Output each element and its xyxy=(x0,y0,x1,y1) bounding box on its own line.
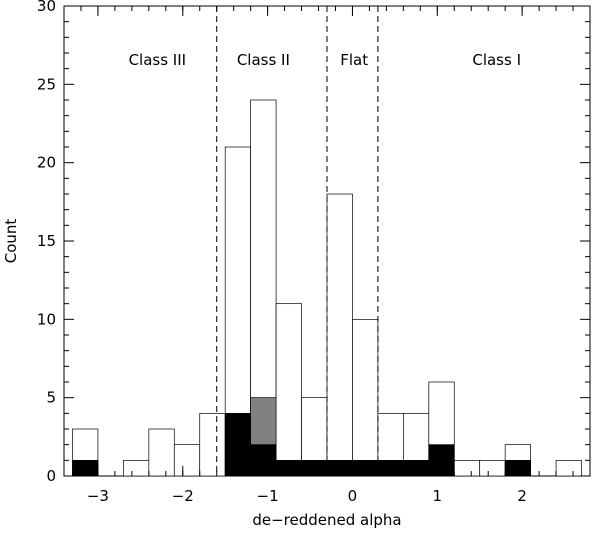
region-labels: Class III Class II Flat Class I xyxy=(129,51,521,69)
bar-series2-bin9 xyxy=(301,459,328,477)
bar-series2-bin17 xyxy=(504,459,531,477)
x-tick-label-4: 1 xyxy=(433,487,443,505)
y-tick-label-0: 0 xyxy=(46,467,56,485)
y-tick-label-6: 30 xyxy=(37,0,56,15)
bar-series2-bin6 xyxy=(224,412,251,477)
bar-series0-bin8 xyxy=(275,303,302,477)
bar-series0-bin11 xyxy=(352,318,379,477)
bar-series2-bin14 xyxy=(428,444,455,477)
y-axis-title: Count xyxy=(2,219,20,264)
bar-series0-bin10 xyxy=(326,193,353,477)
bar-series0-bin15 xyxy=(453,459,481,477)
bar-series2-bin8 xyxy=(275,459,302,477)
class-dividers xyxy=(216,6,379,476)
bar-series2-bin13 xyxy=(403,459,430,477)
y-tick-label-2: 10 xyxy=(37,310,56,328)
x-tick-label-0: −3 xyxy=(87,487,109,505)
bar-series2-bin0 xyxy=(72,459,99,477)
y-axis: 0 5 10 15 20 25 30 xyxy=(37,0,590,485)
x-axis-title: de−reddened alpha xyxy=(252,511,401,529)
y-tick-label-3: 15 xyxy=(37,232,56,250)
y-tick-label-1: 5 xyxy=(46,389,56,407)
bar-series0-bin16 xyxy=(479,459,506,477)
bar-series2-bin10 xyxy=(326,459,353,477)
region-label-1: Class II xyxy=(237,51,290,69)
x-tick-label-5: 2 xyxy=(517,487,527,505)
region-label-2: Flat xyxy=(340,51,368,69)
x-tick-label-1: −2 xyxy=(172,487,194,505)
x-tick-label-2: −1 xyxy=(257,487,279,505)
y-tick-label-5: 25 xyxy=(37,75,56,93)
region-label-0: Class III xyxy=(129,51,187,69)
bar-series0-bin3 xyxy=(148,428,175,477)
bar-series0-bin19 xyxy=(555,459,582,477)
x-axis: −3 −2 −1 0 1 2 xyxy=(80,6,574,505)
x-tick-label-3: 0 xyxy=(348,487,358,505)
region-label-3: Class I xyxy=(472,51,521,69)
bar-series0-bin5 xyxy=(199,412,226,477)
bar-series2-bin11 xyxy=(352,459,379,477)
bar-series2-bin12 xyxy=(377,459,404,477)
bar-series0-bin4 xyxy=(173,444,201,477)
y-tick-label-4: 20 xyxy=(37,154,56,172)
bar-series2-bin7 xyxy=(250,444,277,477)
bar-series0-bin2 xyxy=(123,459,150,477)
bars-layer xyxy=(72,99,582,477)
